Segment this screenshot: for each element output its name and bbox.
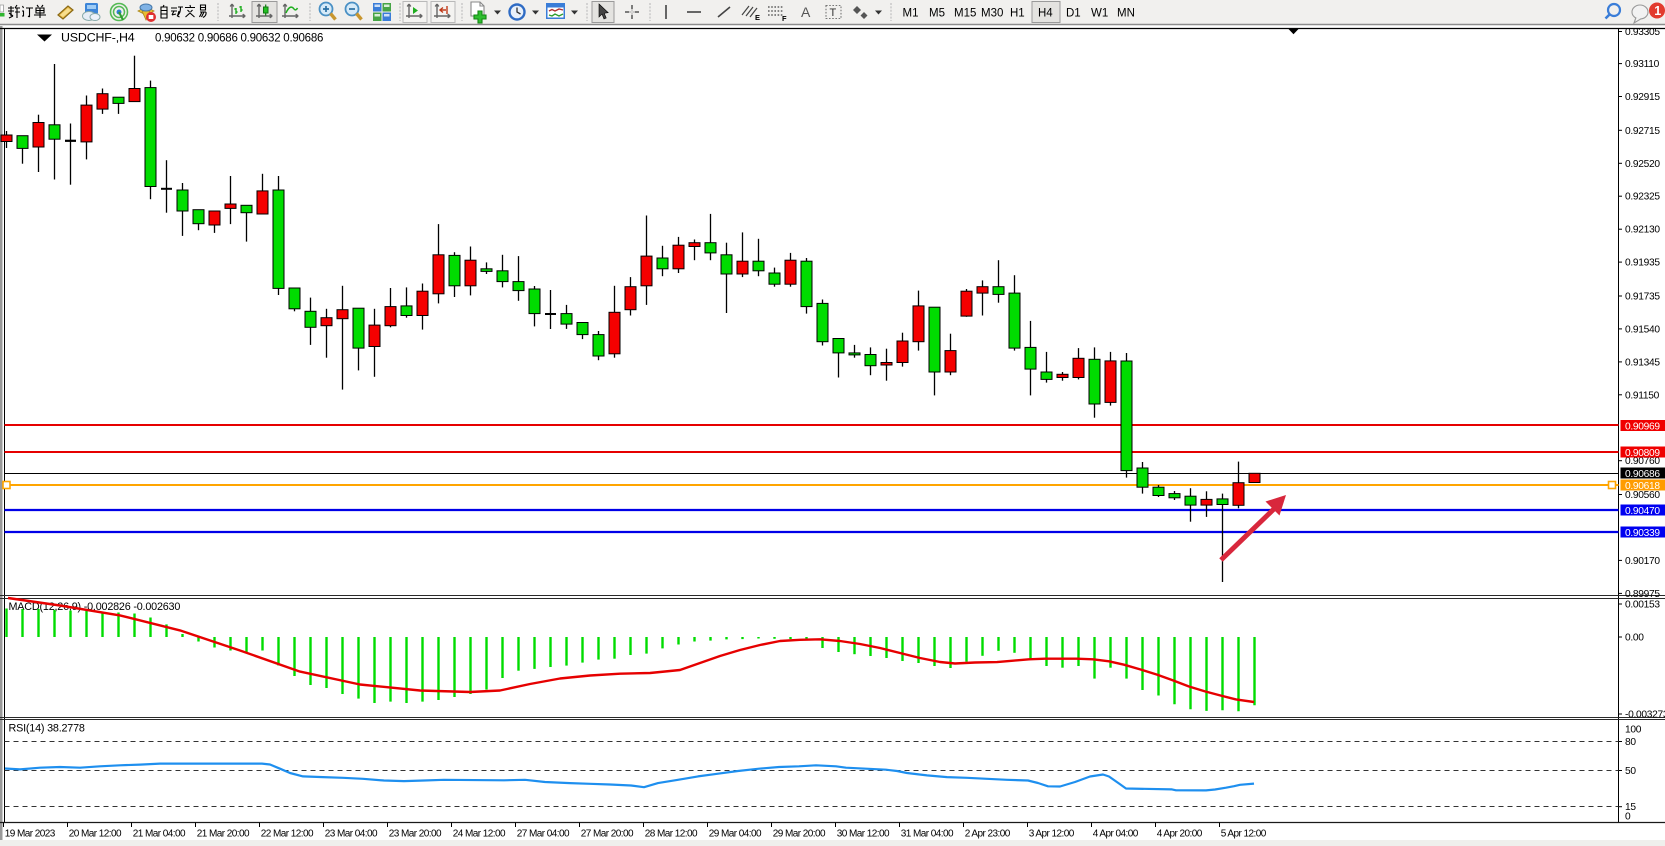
svg-text:E: E bbox=[755, 13, 760, 22]
svg-text:0.91540: 0.91540 bbox=[1625, 324, 1660, 335]
svg-text:0.91345: 0.91345 bbox=[1625, 357, 1660, 368]
svg-text:0.90560: 0.90560 bbox=[1625, 490, 1660, 501]
svg-text:MN: MN bbox=[1117, 8, 1135, 20]
svg-text:5 Apr 12:00: 5 Apr 12:00 bbox=[1221, 829, 1267, 840]
svg-text:0.90969: 0.90969 bbox=[1625, 421, 1660, 432]
svg-text:80: 80 bbox=[1625, 737, 1636, 748]
svg-text:21 Mar 04:00: 21 Mar 04:00 bbox=[133, 829, 186, 840]
svg-text:0.89975: 0.89975 bbox=[1625, 589, 1660, 600]
svg-text:0.90339: 0.90339 bbox=[1625, 528, 1660, 539]
svg-text:0.00153: 0.00153 bbox=[1625, 600, 1660, 611]
svg-text:19 Mar 2023: 19 Mar 2023 bbox=[5, 829, 56, 840]
svg-text:0.92715: 0.92715 bbox=[1625, 126, 1660, 137]
svg-text:M15: M15 bbox=[954, 8, 976, 20]
svg-text:W1: W1 bbox=[1091, 8, 1108, 20]
svg-text:15: 15 bbox=[1625, 802, 1636, 813]
svg-text:0.92325: 0.92325 bbox=[1625, 192, 1660, 203]
svg-text:23 Mar 04:00: 23 Mar 04:00 bbox=[325, 829, 378, 840]
svg-text:28 Mar 12:00: 28 Mar 12:00 bbox=[645, 829, 698, 840]
svg-text:D1: D1 bbox=[1066, 8, 1081, 20]
svg-text:0.90760: 0.90760 bbox=[1625, 456, 1660, 467]
svg-text:0.93110: 0.93110 bbox=[1625, 59, 1660, 70]
svg-text:4 Apr 20:00: 4 Apr 20:00 bbox=[1157, 829, 1203, 840]
svg-text:0: 0 bbox=[1625, 812, 1631, 823]
svg-text:M5: M5 bbox=[929, 8, 945, 20]
svg-text:T: T bbox=[830, 7, 837, 19]
svg-text:0.00: 0.00 bbox=[1625, 633, 1644, 644]
svg-text:0.90632 0.90686 0.90632 0.9068: 0.90632 0.90686 0.90632 0.90686 bbox=[155, 33, 323, 45]
svg-text:H1: H1 bbox=[1010, 8, 1025, 20]
svg-text:0.90686: 0.90686 bbox=[1625, 469, 1660, 480]
svg-text:0.90170: 0.90170 bbox=[1625, 556, 1660, 567]
svg-text:20 Mar 12:00: 20 Mar 12:00 bbox=[69, 829, 122, 840]
svg-text:31 Mar 04:00: 31 Mar 04:00 bbox=[901, 829, 954, 840]
svg-text:0.90618: 0.90618 bbox=[1625, 481, 1660, 492]
svg-text:24 Mar 12:00: 24 Mar 12:00 bbox=[453, 829, 506, 840]
svg-text:RSI(14) 38.2778: RSI(14) 38.2778 bbox=[9, 723, 85, 735]
svg-text:3 Apr 12:00: 3 Apr 12:00 bbox=[1029, 829, 1075, 840]
svg-text:-0.003273: -0.003273 bbox=[1625, 710, 1665, 721]
svg-text:0.91935: 0.91935 bbox=[1625, 258, 1660, 269]
svg-text:50: 50 bbox=[1625, 766, 1636, 777]
svg-text:0.92915: 0.92915 bbox=[1625, 92, 1660, 103]
svg-text:0.92520: 0.92520 bbox=[1625, 159, 1660, 170]
svg-text:0.90470: 0.90470 bbox=[1625, 506, 1660, 517]
svg-text:0.92130: 0.92130 bbox=[1625, 225, 1660, 236]
svg-text:22 Mar 12:00: 22 Mar 12:00 bbox=[261, 829, 314, 840]
svg-text:USDCHF-,H4: USDCHF-,H4 bbox=[61, 31, 135, 45]
svg-text:0.90809: 0.90809 bbox=[1625, 448, 1660, 459]
svg-text:100: 100 bbox=[1625, 725, 1642, 736]
svg-text:F: F bbox=[782, 14, 787, 23]
svg-text:0.91150: 0.91150 bbox=[1625, 390, 1660, 401]
svg-text:A: A bbox=[801, 4, 811, 20]
svg-text:30 Mar 12:00: 30 Mar 12:00 bbox=[837, 829, 890, 840]
svg-text:H4: H4 bbox=[1038, 8, 1053, 20]
svg-text:0.93305: 0.93305 bbox=[1625, 27, 1660, 38]
svg-text:29 Mar 04:00: 29 Mar 04:00 bbox=[709, 829, 762, 840]
svg-text:4 Apr 04:00: 4 Apr 04:00 bbox=[1093, 829, 1139, 840]
svg-text:M30: M30 bbox=[981, 8, 1003, 20]
svg-text:29 Mar 20:00: 29 Mar 20:00 bbox=[773, 829, 826, 840]
svg-text:21 Mar 20:00: 21 Mar 20:00 bbox=[197, 829, 250, 840]
svg-text:M1: M1 bbox=[903, 8, 919, 20]
svg-text:2 Apr 23:00: 2 Apr 23:00 bbox=[965, 829, 1011, 840]
svg-text:0.91735: 0.91735 bbox=[1625, 292, 1660, 303]
svg-text:1: 1 bbox=[1654, 4, 1661, 18]
svg-text:23 Mar 20:00: 23 Mar 20:00 bbox=[389, 829, 442, 840]
svg-text:27 Mar 20:00: 27 Mar 20:00 bbox=[581, 829, 634, 840]
svg-text:27 Mar 04:00: 27 Mar 04:00 bbox=[517, 829, 570, 840]
